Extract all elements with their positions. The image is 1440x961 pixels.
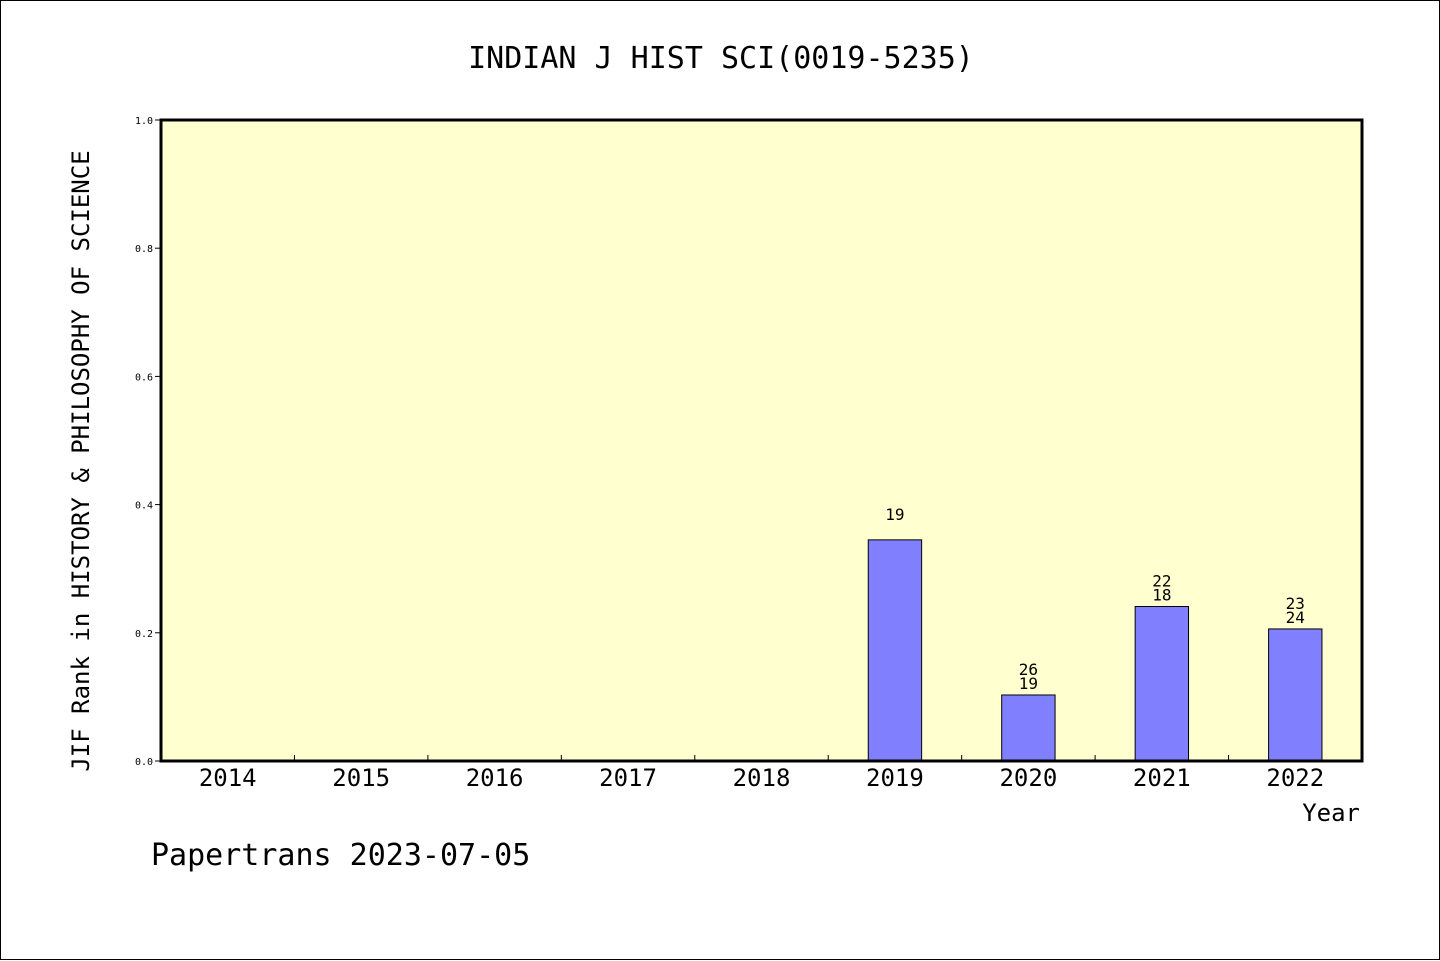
bars-group: [867, 539, 1323, 762]
y-ticks-group: 0.0 0.2 0.4 0.6 0.8 1.0: [135, 116, 161, 768]
x-tick-label: 2020: [999, 764, 1057, 792]
footer-credit: Papertrans 2023-07-05: [151, 838, 530, 873]
chart-title: INDIAN J HIST SCI(0019-5235): [468, 41, 974, 76]
y-tick-label: 1.0: [135, 116, 153, 127]
x-tick-label: 2014: [199, 764, 257, 792]
y-tick-label: 0.8: [135, 244, 153, 255]
bar-label-2019-1: 19: [885, 505, 904, 524]
x-axis-title: Year: [1302, 799, 1360, 827]
x-tick-label: 2019: [866, 764, 924, 792]
x-tick-label: 2021: [1133, 764, 1191, 792]
bar-2019: [867, 539, 923, 762]
bar-label-2021-1: 22: [1152, 572, 1171, 591]
y-tick-label: 0.0: [135, 757, 153, 768]
bar-label-2021-2: 18: [1152, 586, 1171, 605]
bar-2020: [1001, 694, 1056, 762]
bar-label-2020-2: 19: [1019, 674, 1038, 693]
x-tick-label: 2017: [599, 764, 657, 792]
x-tick-label: 2016: [466, 764, 524, 792]
y-tick-label: 0.4: [135, 501, 153, 512]
x-tick-label: 2022: [1266, 764, 1324, 792]
x-tick-label: 2015: [332, 764, 390, 792]
bar-2022: [1268, 628, 1323, 762]
y-axis-title: JIF Rank in HISTORY & PHILOSOPHY OF SCIE…: [67, 150, 95, 771]
bar-label-2022-1: 23: [1286, 594, 1305, 613]
y-tick-label: 0.6: [135, 372, 153, 383]
bar-label-2022-2: 24: [1286, 608, 1305, 627]
plot-border: [159, 118, 1364, 763]
bar-label-2020-1: 26: [1019, 660, 1038, 679]
y-tick-label: 0.2: [135, 629, 153, 640]
x-ticks-group: 2014 2015 2016 2017 2018 2019 2020 2021 2022: [199, 755, 1324, 792]
x-tick-label: 2018: [733, 764, 791, 792]
bar-2021: [1134, 606, 1190, 762]
